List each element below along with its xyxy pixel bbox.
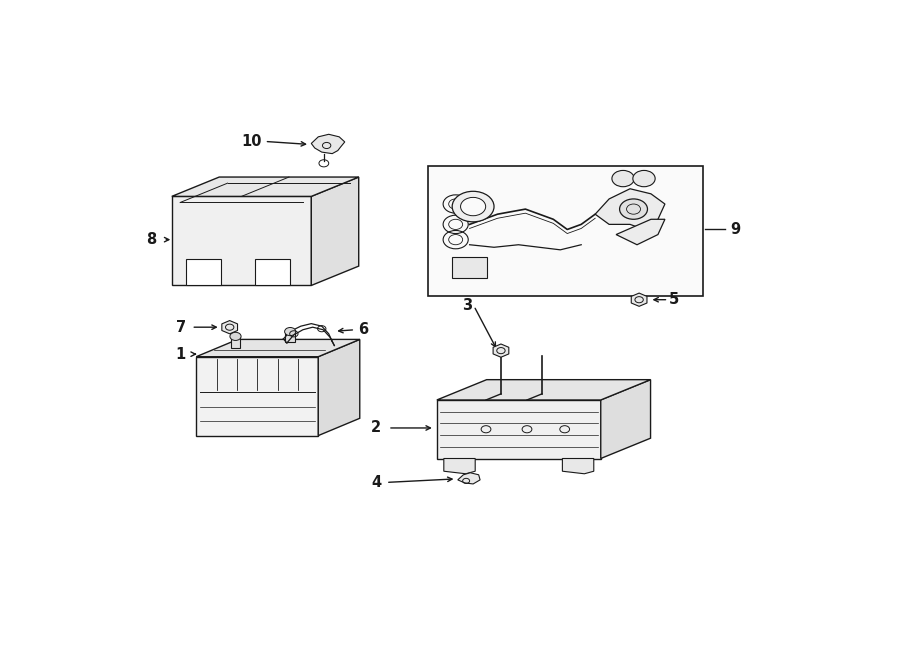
Polygon shape xyxy=(562,459,594,474)
Polygon shape xyxy=(256,258,291,286)
Text: 5: 5 xyxy=(669,292,680,307)
Polygon shape xyxy=(196,357,319,436)
Text: 10: 10 xyxy=(242,134,262,149)
Text: 9: 9 xyxy=(730,222,741,237)
Polygon shape xyxy=(595,189,665,229)
Polygon shape xyxy=(185,258,220,286)
Polygon shape xyxy=(436,400,601,459)
Bar xyxy=(428,166,703,295)
Polygon shape xyxy=(230,336,240,348)
Circle shape xyxy=(230,332,241,340)
Text: 3: 3 xyxy=(462,298,472,313)
Text: 8: 8 xyxy=(146,232,156,247)
Circle shape xyxy=(633,171,655,186)
Polygon shape xyxy=(311,134,345,153)
Text: 6: 6 xyxy=(358,322,369,337)
Polygon shape xyxy=(172,177,359,196)
Circle shape xyxy=(452,191,494,222)
Polygon shape xyxy=(172,196,311,286)
Text: 1: 1 xyxy=(176,346,186,362)
Circle shape xyxy=(612,171,634,186)
Polygon shape xyxy=(493,344,508,357)
Text: 7: 7 xyxy=(176,320,186,334)
Polygon shape xyxy=(311,177,359,286)
Polygon shape xyxy=(631,293,647,306)
Text: 4: 4 xyxy=(371,475,382,490)
Polygon shape xyxy=(444,459,475,474)
Polygon shape xyxy=(452,258,487,278)
Polygon shape xyxy=(458,473,480,484)
Polygon shape xyxy=(221,321,238,334)
Polygon shape xyxy=(285,332,295,342)
Circle shape xyxy=(284,327,296,336)
Polygon shape xyxy=(616,219,665,245)
Polygon shape xyxy=(436,379,651,400)
Circle shape xyxy=(461,198,486,215)
Polygon shape xyxy=(601,379,651,459)
Polygon shape xyxy=(319,339,360,436)
Circle shape xyxy=(619,199,647,219)
Text: 2: 2 xyxy=(371,420,382,436)
Polygon shape xyxy=(196,339,360,357)
